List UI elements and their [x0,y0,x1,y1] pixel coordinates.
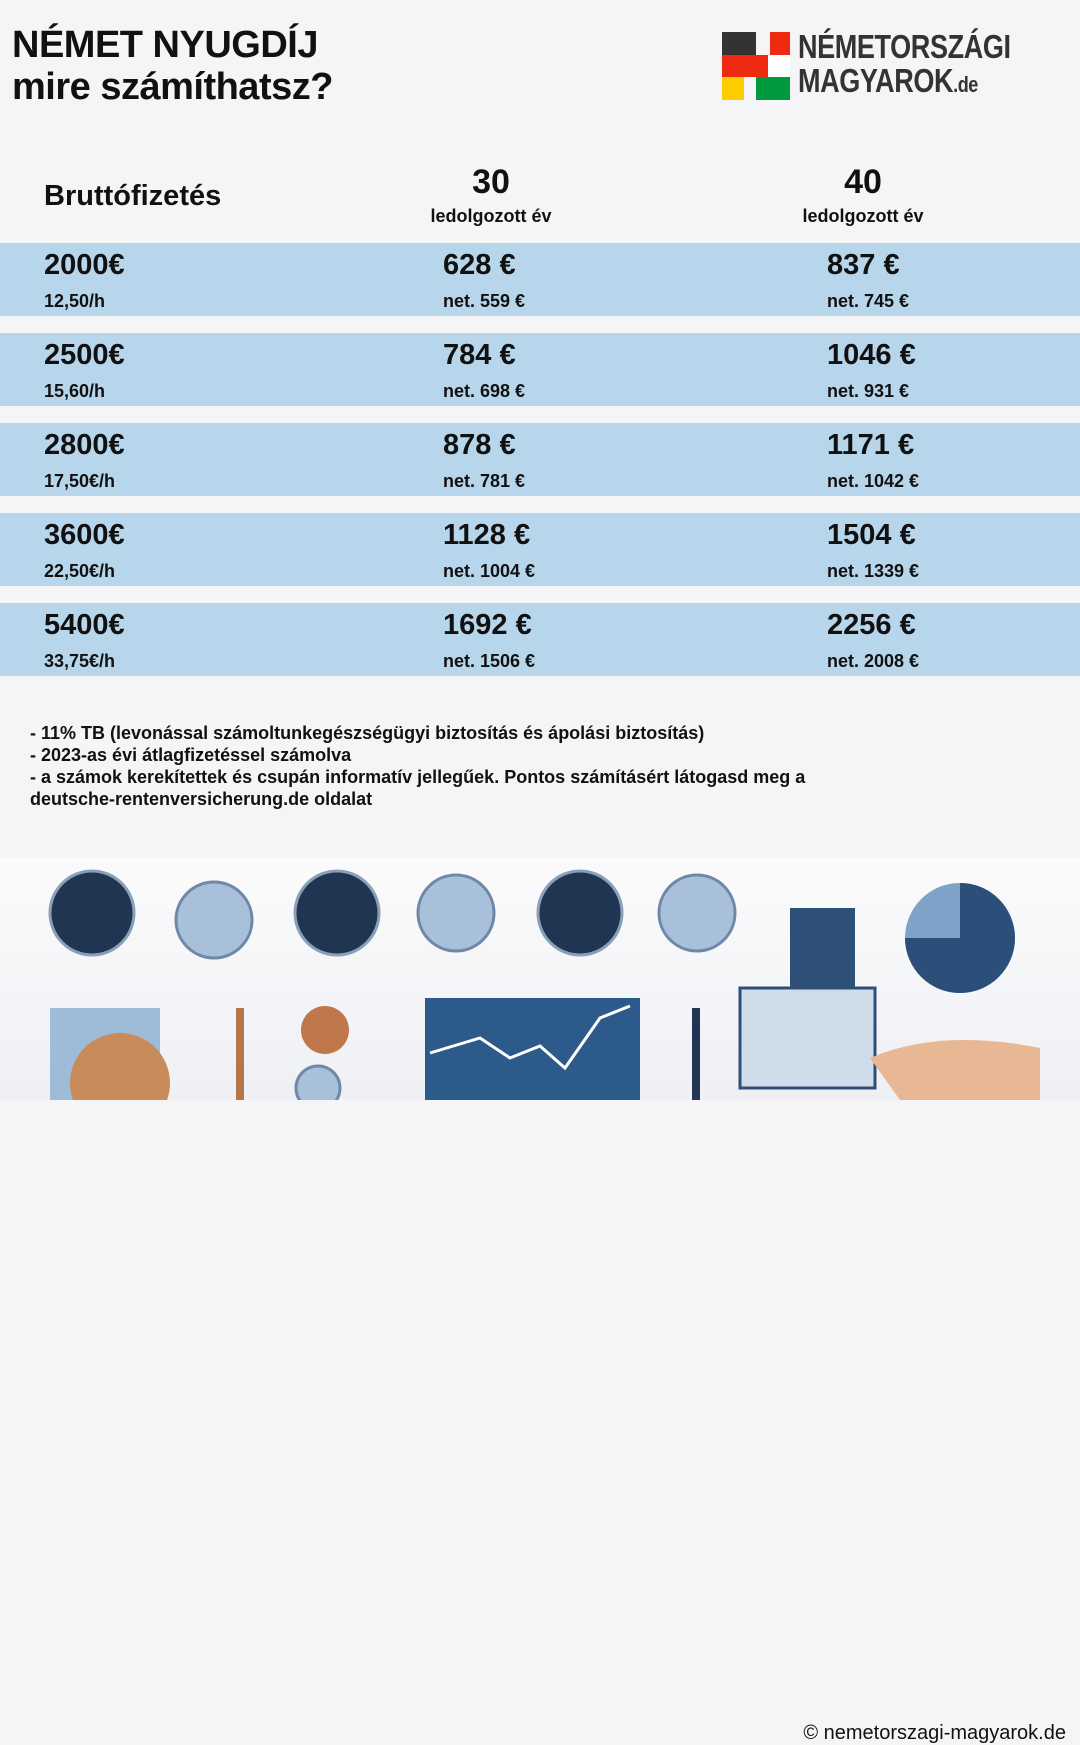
note-3: - a számok kerekítettek és csupán inform… [30,767,806,787]
net-pension-40-years: net. 745 € [827,291,910,311]
title-line-1: NÉMET NYUGDÍJ [12,24,318,66]
pension-40-years: 2256 € [827,609,916,641]
note-4: deutsche-rentenversicherung.de oldalat [30,789,373,809]
table-row: 2500€ 15,60/h 784 € net. 698 € 1046 € net. 93… [0,333,1080,406]
coin-icon [294,1064,342,1112]
header-30-sub: ledolgozott év [430,206,552,226]
gross-salary: 2000€ [44,249,125,281]
pension-30-years: 784 € [443,339,516,371]
net-pension-40-years: net. 931 € [827,381,910,401]
gross-salary: 3600€ [44,519,125,551]
hourly-wage: 17,50€/h [44,471,116,491]
calculator-icon [738,986,877,1090]
note-2: - 2023-as évi átlagfizetéssel számolva [30,745,352,765]
hourly-wage: 33,75€/h [44,651,116,671]
coin-icon [48,869,136,957]
table-row: 2000€ 12,50/h 628 € net. 559 € 837 € net. 745… [0,243,1080,316]
coin-icon [416,873,496,953]
net-pension-30-years: net. 559 € [443,291,526,311]
coin-icon [293,869,381,957]
logo: NÉMETORSZÁGI MAGYAROK.de [722,30,1057,102]
header-gross: Bruttófizetés [44,180,222,212]
gross-salary: 2800€ [44,429,125,461]
pension-30-years: 1128 € [443,519,531,551]
net-pension-40-years: net. 1339 € [827,561,920,581]
notes: - 11% TB (levonással számoltunkegészségü… [30,722,805,810]
logo-suffix: .de [953,72,978,97]
net-pension-30-years: net. 1004 € [443,561,536,581]
copyright: © nemetorszagi-magyarok.de [803,1722,1066,1744]
pie-slice [905,883,1015,993]
pension-30-years: 628 € [443,249,516,281]
page-title: NÉMET NYUGDÍJ mire számíthatsz? [12,24,333,108]
header-40-num: 40 [844,163,882,201]
logo-line-1: NÉMETORSZÁGI [798,28,1011,65]
pencil-icon [236,1008,244,1103]
net-pension-30-years: net. 781 € [443,471,526,491]
copper-coin-icon [301,1006,349,1054]
hourly-wage: 12,50/h [44,291,106,311]
coin-icon [657,873,737,953]
note-1: - 11% TB (levonással számoltunkegészségü… [30,723,705,743]
logo-text: NÉMETORSZÁGI MAGYAROK.de [798,30,1011,102]
header-30-num: 30 [472,163,510,201]
gross-salary: 2500€ [44,339,125,371]
coin-icon [536,869,624,957]
logo-flag-mark [722,32,790,100]
chart-line [429,1004,631,1071]
pension-30-years: 1692 € [443,609,532,641]
coin-icon [174,880,254,960]
pension-30-years: 878 € [443,429,516,461]
hand-illustration [870,1040,1040,1100]
hourly-wage: 22,50€/h [44,561,116,581]
net-pension-40-years: net. 2008 € [827,651,920,671]
net-pension-30-years: net. 698 € [443,381,526,401]
pen-icon [692,1008,700,1100]
gross-salary: 5400€ [44,609,125,641]
table-row: 3600€ 22,50€/h 1128 € net. 1004 € 1504 € net.… [0,513,1080,586]
title-line-2: mire számíthatsz? [12,66,333,108]
pension-40-years: 1504 € [827,519,916,551]
pension-40-years: 1171 € [827,429,915,461]
logo-line-2: MAGYAROK [798,62,954,99]
pension-40-years: 837 € [827,249,900,281]
table-row: 5400€ 33,75€/h 1692 € net. 1506 € 2256 € net.… [0,603,1080,676]
table-row: 2800€ 17,50€/h 878 € net. 781 € 1171 € net. 1… [0,423,1080,496]
net-pension-40-years: net. 1042 € [827,471,920,491]
net-pension-30-years: net. 1506 € [443,651,536,671]
hourly-wage: 15,60/h [44,381,106,401]
coins-and-chart-illustration [48,869,1040,1133]
header-40-sub: ledolgozott év [802,206,924,226]
decorative-photo: © nemetorszagi-magyarok.de [0,858,1080,1744]
pension-40-years: 1046 € [827,339,916,371]
